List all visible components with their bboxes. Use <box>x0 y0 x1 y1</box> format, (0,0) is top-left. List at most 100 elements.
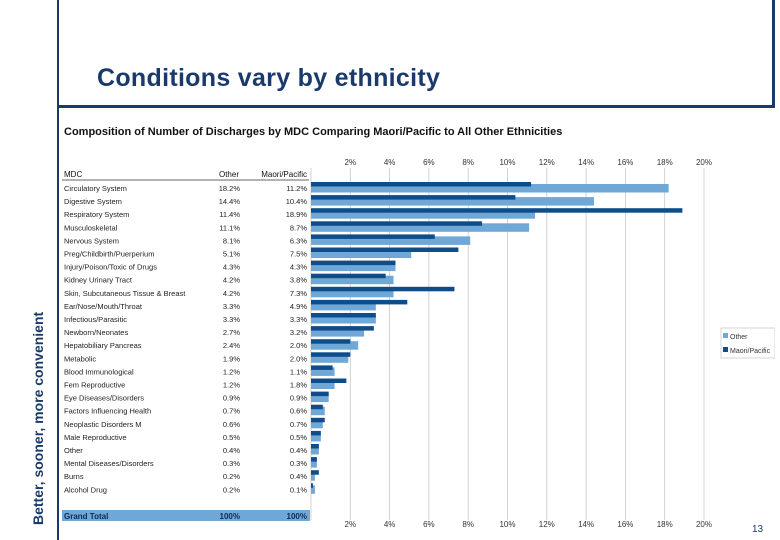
maori-pacific-value-label: 4.3% <box>290 263 307 272</box>
page-number: 13 <box>752 524 764 535</box>
maori-pacific-value-label: 2.0% <box>290 354 307 363</box>
other-value-label: 0.5% <box>223 433 240 442</box>
maori-pacific-value-label: 0.7% <box>290 420 307 429</box>
tick-label-bottom: 14% <box>578 520 594 529</box>
maori-pacific-value-label: 2.0% <box>290 341 307 350</box>
bar-maori-pacific <box>311 208 683 213</box>
bar-other <box>311 446 319 455</box>
mdc-label: Factors Influencing Health <box>64 407 151 416</box>
tick-label-top: 2% <box>345 158 357 167</box>
other-value-label: 4.2% <box>223 289 240 298</box>
mdc-label: Other <box>64 446 83 455</box>
mdc-label: Newborn/Neonates <box>64 328 128 337</box>
maori-pacific-value-label: 1.1% <box>290 367 307 376</box>
tick-label-top: 18% <box>657 158 673 167</box>
tick-label-bottom: 20% <box>696 520 712 529</box>
mdc-label: Nervous System <box>64 236 119 245</box>
discharges-chart: Composition of Number of Discharges by M… <box>62 126 775 529</box>
other-value-label: 4.3% <box>223 263 240 272</box>
bar-other <box>311 315 376 324</box>
bar-maori-pacific <box>311 444 319 449</box>
bar-maori-pacific <box>311 313 376 318</box>
bar-maori-pacific <box>311 221 482 226</box>
other-value-label: 18.2% <box>219 184 241 193</box>
bar-maori-pacific <box>311 391 329 397</box>
header-divider <box>57 105 775 108</box>
sidebar-divider <box>57 0 59 540</box>
tick-label-top: 14% <box>578 158 594 167</box>
legend-label-maori-pacific: Maori/Pacific <box>730 348 771 355</box>
legend-swatch-other <box>723 333 728 338</box>
tick-label-top: 6% <box>423 158 435 167</box>
mdc-label: Fem Reproductive <box>64 381 125 390</box>
other-value-label: 0.9% <box>223 394 240 403</box>
maori-pacific-value-label: 0.4% <box>290 446 307 455</box>
tick-label-bottom: 16% <box>617 520 633 529</box>
other-value-label: 0.2% <box>223 485 240 494</box>
other-value-label: 8.1% <box>223 236 240 245</box>
maori-pacific-value-label: 0.3% <box>290 459 307 468</box>
bar-other <box>311 197 594 206</box>
maori-pacific-value-label: 3.2% <box>290 328 307 337</box>
legend-label-other: Other <box>730 334 748 341</box>
tick-label-top: 8% <box>462 158 474 167</box>
other-value-label: 11.1% <box>219 223 240 232</box>
tick-label-bottom: 4% <box>384 520 396 529</box>
mdc-label: Metabolic <box>64 354 96 363</box>
slide-tagline: Better, sooner, more convenient <box>30 311 46 525</box>
other-value-label: 1.9% <box>223 354 240 363</box>
legend-box <box>720 327 775 359</box>
bar-maori-pacific <box>311 378 347 383</box>
other-value-label: 3.3% <box>223 302 240 311</box>
bar-other <box>311 184 669 193</box>
maori-pacific-value-label: 11.2% <box>286 184 307 193</box>
other-value-label: 11.4% <box>219 210 240 219</box>
other-value-label: 0.4% <box>223 446 240 455</box>
bar-other <box>311 459 317 468</box>
bar-other <box>311 249 412 258</box>
maori-pacific-value-label: 3.3% <box>290 315 307 324</box>
bar-maori-pacific <box>311 195 516 200</box>
other-value-label: 1.2% <box>223 367 240 376</box>
bar-other <box>311 262 396 272</box>
tick-label-bottom: 10% <box>499 520 515 529</box>
bar-maori-pacific <box>311 457 317 462</box>
other-value-label: 0.2% <box>223 472 240 481</box>
maori-pacific-value-label: 1.8% <box>290 381 307 390</box>
tick-label-top: 20% <box>696 158 712 167</box>
bar-maori-pacific <box>311 286 455 292</box>
maori-pacific-value-label: 7.3% <box>290 289 307 298</box>
bar-maori-pacific <box>311 182 532 187</box>
mdc-label: Digestive System <box>64 197 122 206</box>
other-value-label: 0.6% <box>223 420 240 429</box>
other-value-label: 14.4% <box>219 197 241 206</box>
bar-other <box>311 432 321 442</box>
bar-maori-pacific <box>311 483 313 488</box>
mdc-label: Preg/Childbirth/Puerperium <box>64 250 154 259</box>
mdc-label: Alcohol Drug <box>64 485 107 494</box>
bar-other <box>311 210 536 219</box>
other-value-label: 4.2% <box>223 276 240 285</box>
grand-total-other: 100% <box>220 512 240 521</box>
bar-maori-pacific <box>311 326 374 331</box>
bar-other <box>311 393 329 403</box>
tick-label-top: 10% <box>499 158 515 167</box>
maori-pacific-value-label: 0.4% <box>290 472 307 481</box>
header-maori-pacific: Maori/Pacific <box>261 170 307 179</box>
tick-label-bottom: 12% <box>539 520 555 529</box>
maori-pacific-value-label: 4.9% <box>290 302 307 311</box>
mdc-label: Eye Diseases/Disorders <box>64 394 144 403</box>
bar-other <box>311 301 376 311</box>
bar-other <box>311 367 335 376</box>
maori-pacific-value-label: 7.5% <box>290 250 307 259</box>
grand-total-label: Grand Total <box>64 512 108 521</box>
maori-pacific-value-label: 0.1% <box>290 485 307 494</box>
maori-pacific-value-label: 10.4% <box>286 197 308 206</box>
bar-maori-pacific <box>311 352 351 357</box>
maori-pacific-value-label: 3.8% <box>290 276 307 285</box>
bar-other <box>311 380 335 389</box>
other-value-label: 5.1% <box>223 250 240 259</box>
mdc-label: Mental Diseases/Disorders <box>64 459 154 468</box>
tick-label-bottom: 18% <box>657 520 673 529</box>
bar-maori-pacific <box>311 273 386 279</box>
